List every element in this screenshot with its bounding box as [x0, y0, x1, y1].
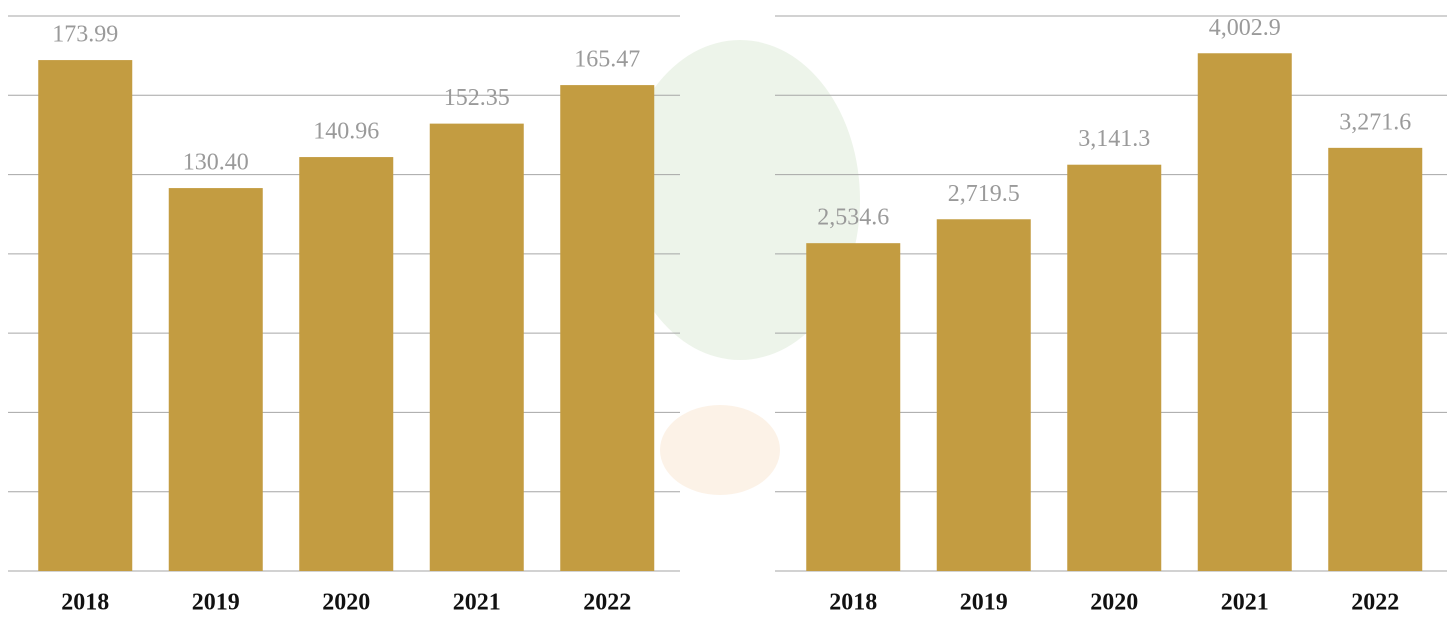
x-tick-label: 2020: [1090, 590, 1138, 616]
value-label: 152.35: [444, 85, 510, 111]
value-label: 130.40: [183, 150, 249, 176]
bar: [168, 188, 263, 572]
value-label: 173.99: [52, 22, 118, 48]
bar: [936, 219, 1031, 572]
bar: [560, 85, 655, 571]
value-label: 3,271.6: [1339, 109, 1411, 135]
x-tick-label: 2021: [453, 590, 501, 616]
bar: [299, 157, 394, 572]
bar: [38, 60, 133, 571]
value-label: 3,141.3: [1078, 126, 1150, 152]
value-label: 165.47: [574, 47, 640, 73]
bar: [806, 243, 901, 571]
x-tick-label: 2018: [61, 590, 109, 616]
x-tick-label: 2019: [960, 590, 1008, 616]
value-label: 2,719.5: [948, 181, 1020, 207]
x-tick-label: 2022: [1351, 590, 1399, 616]
x-tick-label: 2019: [192, 590, 240, 616]
value-label: 4,002.9: [1209, 15, 1281, 41]
bar: [1197, 53, 1292, 571]
x-tick-label: 2020: [322, 590, 370, 616]
bar: [429, 123, 524, 571]
value-label: 2,534.6: [817, 205, 889, 231]
bar: [1067, 164, 1162, 571]
x-tick-label: 2018: [829, 590, 877, 616]
x-tick-label: 2022: [583, 590, 631, 616]
value-label: 140.96: [313, 119, 379, 145]
x-tick-label: 2021: [1221, 590, 1269, 616]
background-decoration: [620, 40, 860, 495]
bar: [1328, 147, 1423, 572]
